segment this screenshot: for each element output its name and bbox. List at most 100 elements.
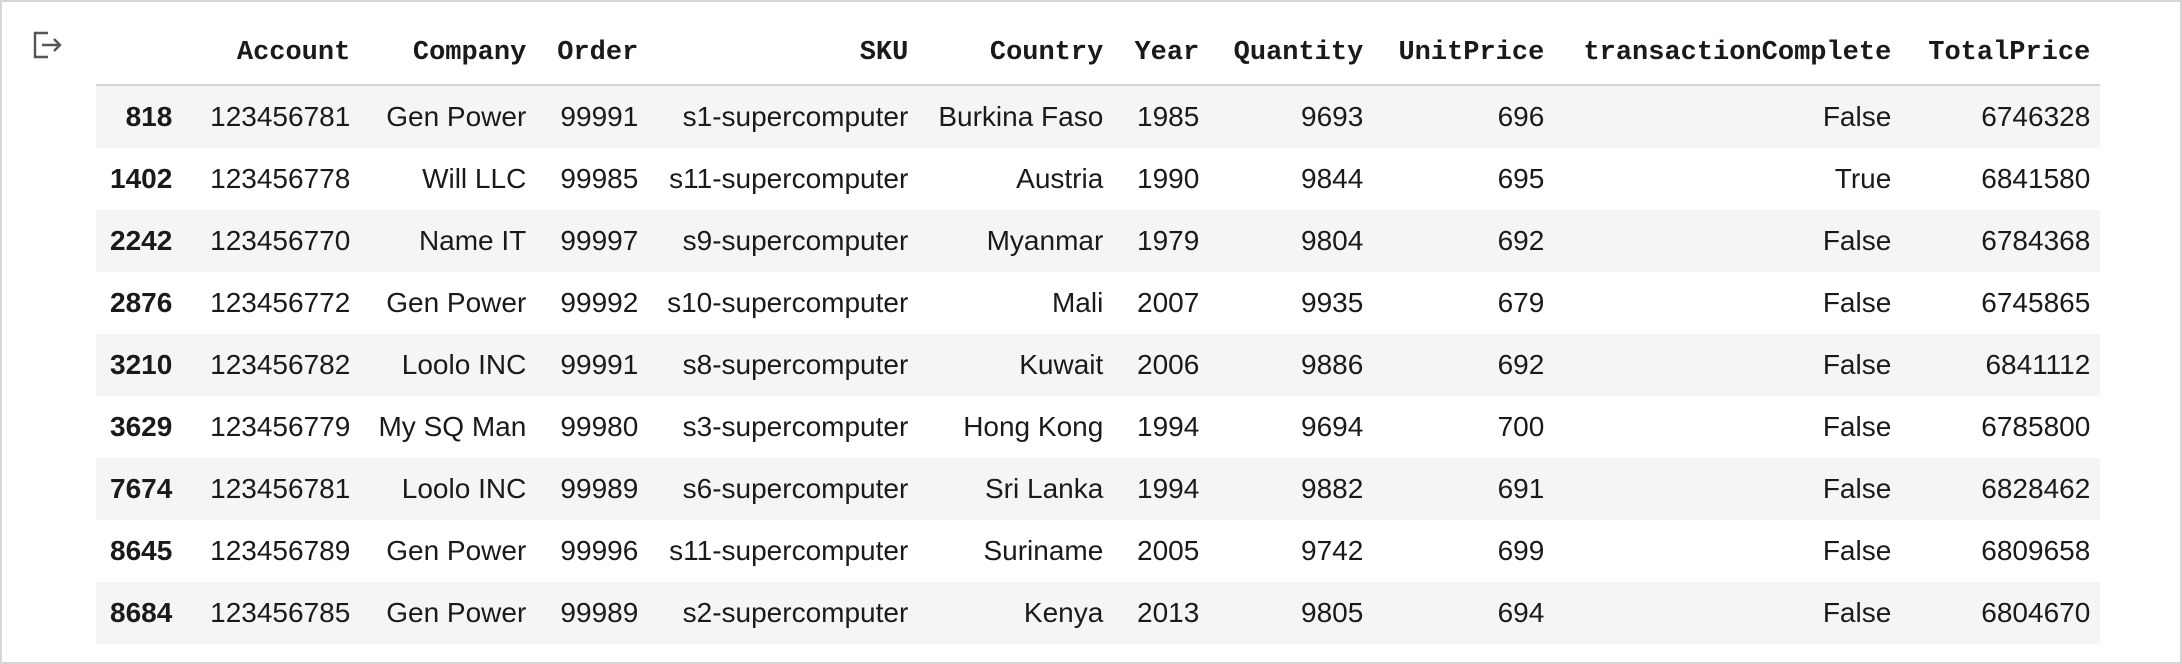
cell-order: 99992 <box>560 287 639 318</box>
cell-sku: s10-supercomputer <box>667 287 909 318</box>
cell-account: 123456785 <box>210 597 351 628</box>
cell-unit-price: 699 <box>1497 535 1545 566</box>
table-row: 8684 123456785 Gen Power 99989 s2-supercompu… <box>96 582 2101 644</box>
cell-company: Name IT <box>418 225 527 256</box>
cell-sku: s11-supercomputer <box>669 163 909 194</box>
cell-country: Burkina Faso <box>938 101 1104 132</box>
cell-total-price: 6841112 <box>1985 349 2091 380</box>
cell-account: 123456770 <box>210 225 351 256</box>
cell-unit-price: 679 <box>1497 287 1545 318</box>
cell-sku: s2-supercomputer <box>682 597 909 628</box>
cell-country: Sri Lanka <box>985 473 1104 504</box>
row-index-cell: 2242 <box>110 225 173 256</box>
row-index-cell: 3629 <box>110 411 173 442</box>
cell-transaction-complete: False <box>1822 473 1892 504</box>
cell-unit-price: 695 <box>1497 163 1545 194</box>
cell-account: 123456778 <box>210 163 351 194</box>
cell-country: Suriname <box>983 535 1104 566</box>
row-index-cell: 8645 <box>110 535 173 566</box>
table-row: 2876 123456772 Gen Power 99992 s10-supercomp… <box>96 272 2101 334</box>
cell-year: 1979 <box>1137 225 1200 256</box>
cell-year: 1985 <box>1137 101 1200 132</box>
cell-sku: s1-supercomputer <box>682 101 909 132</box>
cell-transaction-complete: False <box>1822 287 1892 318</box>
cell-company: Gen Power <box>386 535 527 566</box>
table-row: 3629 123456779 My SQ Man 99980 s3-supercompu… <box>96 396 2101 458</box>
cell-order: 99985 <box>560 163 639 194</box>
cell-country: Austria <box>1016 163 1104 194</box>
cell-total-price: 6784368 <box>1981 225 2091 256</box>
table-row: 2242 123456770 Name IT 99997 s9-supercompute… <box>96 210 2101 272</box>
cell-year: 2005 <box>1137 535 1200 566</box>
row-index-cell: 8684 <box>110 597 173 628</box>
cell-total-price: 6746328 <box>1981 101 2091 132</box>
table-row: 3210 123456782 Loolo INC 99991 s8-supercompu… <box>96 334 2101 396</box>
cell-country: Hong Kong <box>963 411 1104 442</box>
column-header-unit-price: UnitPrice <box>1373 22 1555 86</box>
cell-transaction-complete: False <box>1822 349 1892 380</box>
cell-year: 1994 <box>1137 411 1200 442</box>
cell-quantity: 9805 <box>1301 597 1364 628</box>
cell-quantity: 9886 <box>1301 349 1364 380</box>
cell-order: 99989 <box>560 597 639 628</box>
cell-unit-price: 694 <box>1497 597 1545 628</box>
output-redirect-icon[interactable] <box>32 30 66 60</box>
cell-company: Loolo INC <box>401 349 527 380</box>
dataframe-table: Account Company Order SKU Country Year Quantit… <box>96 22 2101 644</box>
column-header-sku: SKU <box>648 22 919 86</box>
column-header-account: Account <box>182 22 361 86</box>
column-header-total-price: TotalPrice <box>1901 22 2101 86</box>
cell-year: 2006 <box>1137 349 1200 380</box>
cell-total-price: 6828462 <box>1981 473 2091 504</box>
cell-account: 123456781 <box>210 101 351 132</box>
cell-account: 123456782 <box>210 349 351 380</box>
cell-quantity: 9804 <box>1301 225 1364 256</box>
cell-company: My SQ Man <box>378 411 527 442</box>
cell-quantity: 9742 <box>1301 535 1364 566</box>
cell-unit-price: 692 <box>1497 349 1545 380</box>
cell-sku: s3-supercomputer <box>682 411 909 442</box>
cell-country: Kuwait <box>1019 349 1104 380</box>
cell-sku: s8-supercomputer <box>682 349 909 380</box>
cell-transaction-complete: False <box>1822 535 1892 566</box>
cell-account: 123456789 <box>210 535 351 566</box>
row-index-cell: 3210 <box>110 349 173 380</box>
cell-order: 99989 <box>560 473 639 504</box>
cell-total-price: 6804670 <box>1981 597 2091 628</box>
column-header-company: Company <box>360 22 537 86</box>
cell-quantity: 9694 <box>1301 411 1364 442</box>
cell-country: Kenya <box>1023 597 1104 628</box>
cell-company: Will LLC <box>422 163 527 194</box>
cell-quantity: 9935 <box>1301 287 1364 318</box>
output-gutter <box>2 2 88 662</box>
row-index-cell: 818 <box>125 101 173 132</box>
cell-unit-price: 691 <box>1497 473 1545 504</box>
cell-order: 99980 <box>560 411 639 442</box>
cell-company: Loolo INC <box>401 473 527 504</box>
table-row: 8645 123456789 Gen Power 99996 s11-supercomp… <box>96 520 2101 582</box>
cell-year: 2013 <box>1137 597 1200 628</box>
cell-year: 1990 <box>1137 163 1200 194</box>
table-row: 818 123456781 Gen Power 99991 s1-supercomput… <box>96 85 2101 148</box>
table-body: 818 123456781 Gen Power 99991 s1-supercomput… <box>96 85 2101 644</box>
table-row: 1402 123456778 Will LLC 99985 s11-supercompu… <box>96 148 2101 210</box>
cell-company: Gen Power <box>386 287 527 318</box>
cell-total-price: 6841580 <box>1981 163 2091 194</box>
cell-unit-price: 692 <box>1497 225 1545 256</box>
row-index-cell: 2876 <box>110 287 173 318</box>
cell-total-price: 6785800 <box>1981 411 2091 442</box>
cell-order: 99996 <box>560 535 639 566</box>
cell-transaction-complete: True <box>1834 163 1892 194</box>
cell-transaction-complete: False <box>1822 101 1892 132</box>
cell-account: 123456772 <box>210 287 351 318</box>
column-header-quantity: Quantity <box>1209 22 1374 86</box>
dataframe-table-container: Account Company Order SKU Country Year Quantit… <box>96 22 2101 644</box>
cell-total-price: 6809658 <box>1981 535 2091 566</box>
cell-quantity: 9844 <box>1301 163 1364 194</box>
column-header-order: Order <box>536 22 649 86</box>
cell-quantity: 9693 <box>1301 101 1364 132</box>
cell-transaction-complete: False <box>1822 597 1892 628</box>
cell-order: 99997 <box>560 225 639 256</box>
cell-unit-price: 700 <box>1497 411 1545 442</box>
